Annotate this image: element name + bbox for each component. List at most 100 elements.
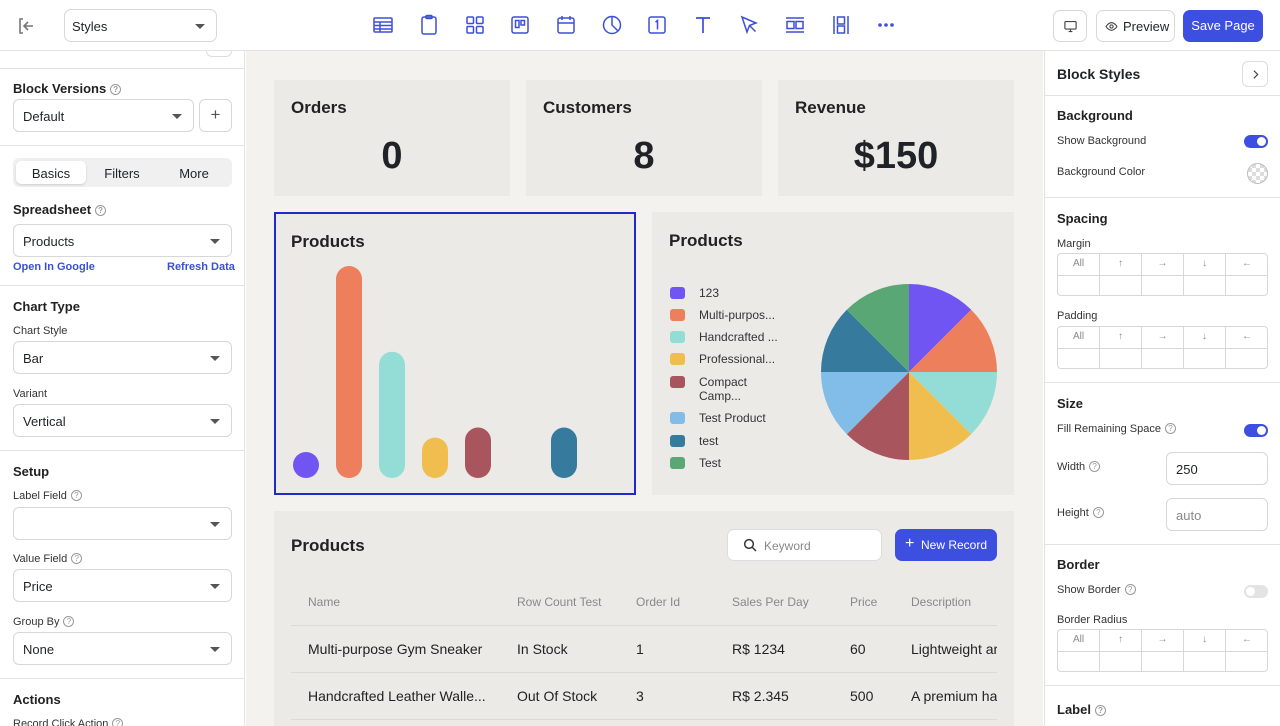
help-icon[interactable]: ? [70, 490, 82, 501]
table-cell[interactable]: 500 [850, 688, 874, 704]
preview-button[interactable]: Preview [1096, 10, 1175, 42]
help-icon[interactable]: ? [1089, 461, 1101, 472]
legend-label[interactable]: Professional... [699, 352, 776, 366]
clipboard-icon[interactable] [417, 13, 441, 37]
show-border-toggle[interactable] [1244, 585, 1268, 598]
text-icon[interactable] [691, 13, 715, 37]
collapse-panel-button[interactable] [1242, 61, 1268, 87]
padding-left-input[interactable] [1226, 348, 1268, 369]
more-icon[interactable] [874, 13, 898, 37]
column-header-row-count[interactable]: Row Count Test [517, 595, 602, 609]
refresh-data-link[interactable]: Refresh Data [167, 261, 235, 273]
legend-label[interactable]: Test [699, 456, 722, 470]
table-cell[interactable]: Out Of Stock [517, 688, 598, 704]
radius-top-input[interactable] [1100, 651, 1142, 672]
grid-icon[interactable] [463, 13, 487, 37]
kpi-card-customers[interactable]: Customers 8 [526, 80, 762, 196]
kanban-icon[interactable] [508, 13, 532, 37]
kpi-card-revenue[interactable]: Revenue $150 [778, 80, 1014, 196]
tab-filters[interactable]: Filters [104, 166, 140, 181]
table-cell[interactable]: In Stock [517, 641, 568, 657]
help-icon[interactable]: ? [95, 205, 107, 216]
arrow-left-icon[interactable]: ← [1242, 634, 1252, 645]
legend-label[interactable]: Compact Camp... [699, 375, 748, 403]
table-cell[interactable]: Multi-purpose Gym Sneaker [308, 641, 483, 657]
margin-all-input[interactable] [1058, 275, 1100, 296]
table-cell[interactable]: 3 [636, 688, 644, 704]
table-icon[interactable] [371, 13, 395, 37]
help-icon[interactable]: ? [71, 553, 83, 564]
legend-label[interactable]: 123 [699, 286, 720, 300]
pie-slice-4[interactable] [846, 372, 909, 460]
help-icon[interactable]: ? [1164, 423, 1176, 434]
collapsed-control[interactable] [206, 51, 232, 57]
group-by-select[interactable]: None [13, 632, 232, 665]
height-input[interactable]: auto [1166, 498, 1268, 531]
pie-slice-6[interactable] [821, 309, 909, 372]
table-cell[interactable]: 60 [850, 641, 866, 657]
device-preview-button[interactable] [1053, 10, 1087, 42]
pie-slice-5[interactable] [821, 372, 909, 435]
padding-right-input[interactable] [1142, 348, 1184, 369]
legend-label[interactable]: Test Product [699, 411, 766, 425]
value-field-select[interactable]: Price [13, 569, 232, 602]
pie-slice-1[interactable] [909, 309, 997, 372]
chart-style-select[interactable]: Bar [13, 341, 232, 374]
pie-slice-2[interactable] [909, 372, 997, 435]
bar-Multi-purpose Gym Sneaker[interactable] [336, 266, 362, 478]
padding-bottom-input[interactable] [1184, 348, 1226, 369]
radius-bottom-input[interactable] [1184, 651, 1226, 672]
radius-left-input[interactable] [1226, 651, 1268, 672]
width-input[interactable]: 250 [1166, 452, 1268, 485]
radius-all-input[interactable] [1058, 651, 1100, 672]
arrow-up-icon[interactable]: ↑ [1100, 254, 1142, 275]
search-input[interactable]: Keyword [727, 529, 882, 561]
arrow-right-icon[interactable]: → [1142, 254, 1184, 275]
help-icon[interactable]: ? [63, 616, 75, 627]
kpi-card-orders[interactable]: Orders 0 [274, 80, 510, 196]
style-select[interactable]: Styles [64, 9, 217, 42]
bar-chart-card[interactable]: Products [274, 212, 636, 495]
table-cell[interactable]: R$ 1234 [732, 641, 785, 657]
column-header-sales[interactable]: Sales Per Day [732, 595, 809, 609]
margin-grid[interactable]: All ↑ → ↓ ← [1057, 253, 1268, 296]
table-cell[interactable]: R$ 2.345 [732, 688, 789, 704]
help-icon[interactable]: ? [112, 718, 124, 726]
padding-top-input[interactable] [1100, 348, 1142, 369]
tab-more[interactable]: More [179, 166, 209, 181]
arrow-right-icon[interactable]: → [1142, 327, 1184, 348]
border-radius-grid[interactable]: All ↑ → ↓ ← [1057, 629, 1268, 672]
open-in-google-link[interactable]: Open In Google [13, 261, 95, 273]
arrow-left-icon[interactable]: ← [1242, 258, 1252, 269]
column-header-description[interactable]: Description [911, 595, 972, 609]
column-header-price[interactable]: Price [850, 595, 878, 609]
radius-all[interactable]: All [1058, 630, 1100, 651]
show-background-toggle[interactable] [1244, 135, 1268, 148]
cursor-icon[interactable] [737, 13, 761, 37]
background-color-swatch[interactable] [1247, 163, 1268, 184]
help-icon[interactable]: ? [110, 84, 122, 95]
tab-basics[interactable]: Basics [16, 161, 86, 184]
help-icon[interactable]: ? [1094, 705, 1106, 716]
add-version-button[interactable]: + [199, 99, 232, 132]
exit-icon[interactable] [14, 14, 38, 38]
calendar-icon[interactable] [554, 13, 578, 37]
new-record-button[interactable]: New Record [895, 529, 997, 561]
margin-bottom-input[interactable] [1184, 275, 1226, 296]
block-version-select[interactable]: Default [13, 99, 194, 132]
save-page-button[interactable]: Save Page [1183, 10, 1263, 42]
bar-123[interactable] [293, 452, 319, 478]
legend-label[interactable]: Multi-purpos... [699, 308, 776, 322]
column-header-order-id[interactable]: Order Id [636, 595, 681, 609]
margin-left-input[interactable] [1226, 275, 1268, 296]
margin-right-input[interactable] [1142, 275, 1184, 296]
pie-chart-icon[interactable] [600, 13, 624, 37]
table-cell[interactable]: Lightweight ar [911, 641, 997, 657]
layout-row-icon[interactable] [783, 13, 807, 37]
column-header-name[interactable]: Name [308, 595, 341, 609]
bar-Professional[interactable] [422, 437, 448, 478]
padding-all-input[interactable] [1058, 348, 1100, 369]
layout-column-icon[interactable] [829, 13, 853, 37]
pie-slice-0[interactable] [909, 284, 972, 372]
margin-all[interactable]: All [1058, 254, 1100, 275]
